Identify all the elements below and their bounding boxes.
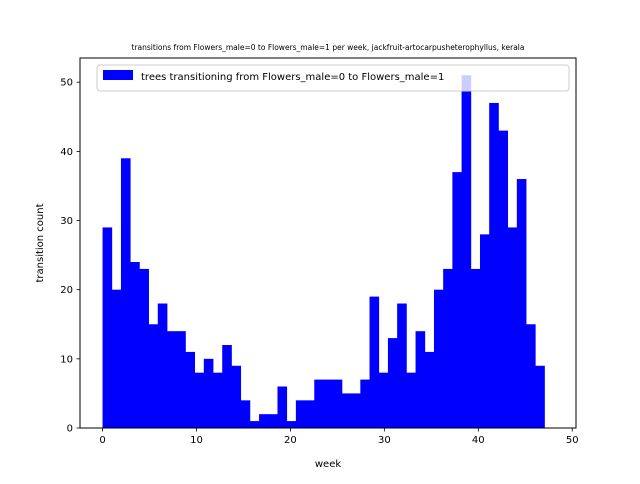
histogram-bar (203, 358, 214, 428)
x-tick-label: 50 (566, 435, 579, 446)
x-axis-ticks: 0 10 20 30 40 50 (99, 428, 579, 446)
legend-swatch (103, 70, 133, 80)
histogram-bar (507, 227, 518, 428)
histogram-bar (470, 268, 481, 428)
histogram-bar (332, 379, 343, 428)
histogram-bar (341, 393, 352, 428)
x-tick-label: 0 (99, 435, 105, 446)
histogram-bar (305, 400, 315, 428)
bar-series (102, 75, 545, 428)
histogram-bar (526, 324, 536, 428)
x-axis-label: week (315, 459, 341, 470)
x-tick-label: 40 (472, 435, 485, 446)
histogram-bar (148, 324, 159, 428)
legend-box (96, 64, 570, 92)
histogram-bar (369, 296, 380, 428)
histogram-bar (166, 331, 177, 428)
histogram-bar (461, 75, 472, 428)
histogram-bar (259, 414, 269, 428)
histogram-bar (498, 130, 509, 428)
histogram-bar (102, 227, 113, 428)
y-axis-label: transition count (35, 203, 46, 282)
histogram-bar (314, 379, 324, 428)
histogram-bar (406, 372, 416, 428)
histogram-bar (397, 303, 407, 428)
x-tick-label: 30 (378, 435, 391, 446)
histogram-bar (424, 351, 435, 428)
histogram-bar (111, 289, 122, 428)
x-tick-label: 20 (284, 435, 297, 446)
histogram-bar (489, 102, 499, 428)
histogram-bar (139, 268, 149, 428)
histogram-bar (268, 414, 278, 428)
histogram-bar (351, 393, 361, 428)
histogram-bar (130, 262, 140, 428)
legend-label: trees transitioning from Flowers_male=0 … (141, 72, 444, 83)
histogram-bar (249, 421, 260, 428)
histogram-bar (295, 400, 306, 428)
histogram-bar (387, 338, 398, 428)
plot-frame (79, 57, 577, 429)
histogram-bar (360, 379, 370, 428)
histogram-bar (222, 345, 232, 428)
x-tick-label: 10 (190, 435, 203, 446)
histogram-bar (323, 379, 334, 428)
y-axis-ticks: 0 10 20 30 40 50 (60, 78, 80, 435)
histogram-bar (443, 268, 453, 428)
histogram-bar (231, 365, 242, 428)
histogram-bar (176, 331, 186, 428)
y-tick-label: 30 (60, 216, 73, 227)
y-tick-label: 20 (60, 285, 73, 296)
histogram-bar (433, 289, 444, 428)
y-tick-label: 50 (60, 78, 73, 89)
histogram-bar (185, 351, 196, 428)
histogram-bar (157, 303, 168, 428)
histogram-bar (213, 372, 223, 428)
histogram-bar (286, 421, 297, 428)
histogram-bar (415, 331, 426, 428)
histogram-bar (378, 372, 389, 428)
histogram-bar (452, 172, 462, 428)
histogram-bar (516, 179, 527, 428)
y-tick-label: 10 (60, 354, 73, 365)
legend: trees transitioning from Flowers_male=0 … (96, 64, 570, 92)
chart-title: transitions from Flowers_male=0 to Flowe… (132, 43, 525, 52)
histogram-bar (120, 158, 131, 428)
histogram-bar (194, 372, 205, 428)
y-tick-label: 0 (67, 424, 73, 435)
histogram-bar (535, 365, 545, 428)
histogram-bar (240, 400, 251, 428)
histogram-bar (479, 234, 490, 428)
y-tick-label: 40 (60, 147, 73, 158)
histogram-bar (277, 386, 288, 428)
